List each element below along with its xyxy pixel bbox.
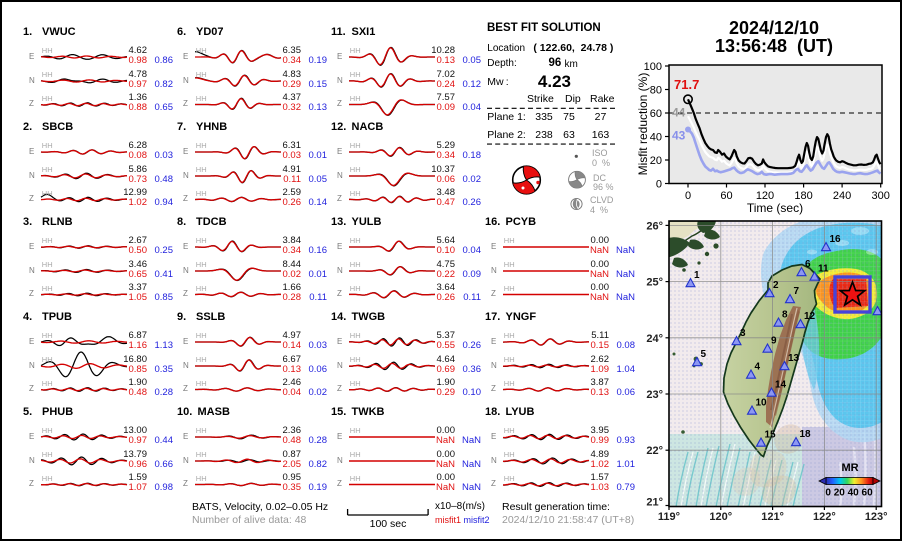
svg-text:14: 14	[775, 380, 787, 391]
svg-text:2: 2	[773, 280, 779, 291]
svg-text:9: 9	[771, 336, 777, 347]
svg-text:120°: 120°	[709, 511, 732, 523]
svg-text:17: 17	[881, 298, 893, 309]
svg-text:1: 1	[694, 270, 700, 281]
svg-text:3: 3	[740, 328, 746, 339]
svg-text:12: 12	[804, 311, 816, 322]
svg-text:122°: 122°	[813, 511, 836, 523]
svg-text:20: 20	[650, 155, 662, 167]
svg-text:26°: 26°	[646, 220, 663, 232]
svg-text:240: 240	[833, 190, 851, 202]
svg-text:80: 80	[650, 85, 662, 97]
svg-text:Misfit reduction (%): Misfit reduction (%)	[636, 73, 650, 176]
svg-text:300: 300	[872, 190, 890, 202]
svg-text:44: 44	[672, 106, 686, 120]
svg-text:4: 4	[755, 362, 761, 373]
svg-text:0: 0	[685, 190, 691, 202]
svg-text:15: 15	[765, 430, 777, 441]
svg-text:0: 0	[656, 179, 662, 191]
svg-text:10: 10	[756, 398, 768, 409]
svg-text:18: 18	[800, 429, 812, 440]
svg-text:71.7: 71.7	[674, 77, 699, 92]
svg-text:21°: 21°	[646, 497, 663, 509]
svg-text:23°: 23°	[646, 389, 663, 401]
svg-text:120: 120	[756, 190, 774, 202]
svg-text:6: 6	[805, 259, 811, 270]
svg-text:100: 100	[644, 61, 662, 73]
svg-text:8: 8	[782, 310, 788, 321]
svg-text:13: 13	[788, 353, 800, 364]
svg-text:121°: 121°	[761, 511, 784, 523]
svg-text:40: 40	[650, 132, 662, 144]
svg-text:25°: 25°	[646, 277, 663, 289]
svg-text:Time (sec): Time (sec)	[747, 201, 803, 215]
svg-text:180: 180	[794, 190, 812, 202]
svg-text:11: 11	[818, 264, 829, 275]
svg-text:43: 43	[672, 129, 686, 143]
svg-text:MR: MR	[841, 462, 858, 474]
svg-text:22°: 22°	[646, 445, 663, 457]
svg-text:0 20 40 60: 0 20 40 60	[825, 488, 873, 499]
svg-text:5: 5	[701, 349, 707, 360]
svg-text:16: 16	[830, 234, 842, 245]
svg-text:123°: 123°	[865, 511, 888, 523]
svg-text:119°: 119°	[658, 511, 680, 523]
svg-text:7: 7	[794, 286, 800, 297]
svg-text:60: 60	[720, 190, 732, 202]
svg-text:60: 60	[650, 108, 662, 120]
svg-text:24°: 24°	[646, 333, 663, 345]
